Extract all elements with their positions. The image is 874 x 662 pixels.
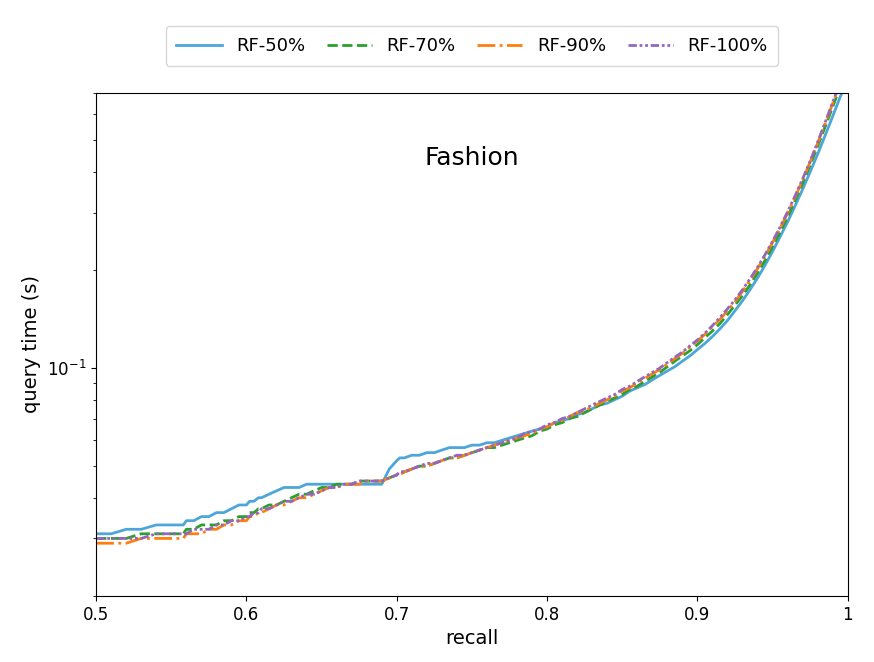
RF-100% [459,451,469,459]
RF-50% [572,410,582,418]
RF-90% [572,408,582,416]
RF-70% [669,357,680,365]
RF-50% [189,517,199,525]
RF-90% [669,354,680,362]
Legend: RF-50%, RF-70%, RF-90%, RF-100%: RF-50%, RF-70%, RF-90%, RF-100% [166,26,778,66]
RF-50% [91,530,101,538]
X-axis label: recall: recall [445,629,499,648]
RF-100% [189,526,199,534]
RF-50% [841,79,851,87]
RF-70% [572,412,582,420]
RF-70% [841,65,851,73]
RF-100% [572,408,582,416]
RF-50% [519,430,530,438]
RF-50% [178,521,189,529]
RF-90% [189,530,199,538]
RF-70% [189,526,199,534]
Text: Fashion: Fashion [425,146,519,170]
RF-50% [459,444,469,451]
RF-100% [669,354,680,361]
RF-90% [841,62,851,70]
RF-100% [178,530,189,538]
Line: RF-100%: RF-100% [96,65,846,538]
RF-70% [178,530,189,538]
RF-90% [91,540,101,547]
Line: RF-70%: RF-70% [96,69,846,538]
Y-axis label: query time (s): query time (s) [23,275,41,413]
RF-100% [519,430,530,438]
RF-90% [519,432,530,440]
RF-70% [519,434,530,442]
RF-100% [841,61,851,69]
RF-100% [91,534,101,542]
RF-90% [459,451,469,459]
RF-70% [91,534,101,542]
RF-70% [459,451,469,459]
Line: RF-90%: RF-90% [96,66,846,544]
Line: RF-50%: RF-50% [96,83,846,534]
RF-90% [178,534,189,542]
RF-50% [669,363,680,371]
